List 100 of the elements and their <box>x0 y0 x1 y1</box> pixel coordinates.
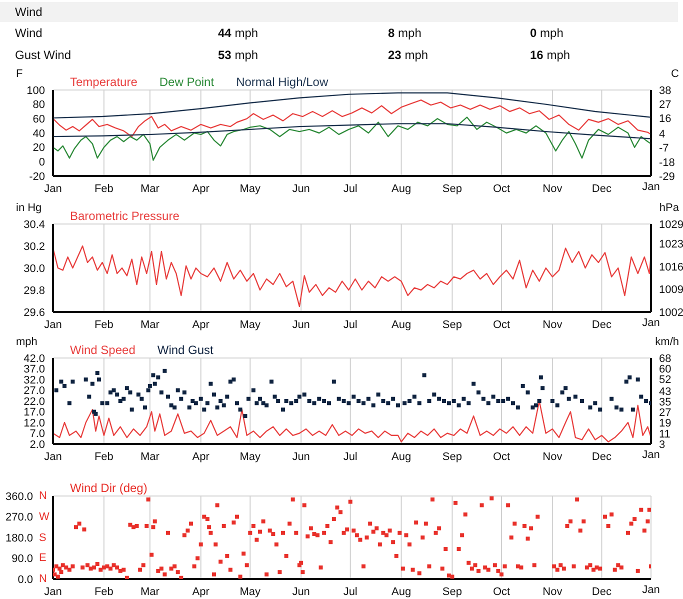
y2-tick-label: 1009 <box>659 284 683 296</box>
y-tick-label: 17.0 <box>24 406 45 419</box>
y-axis-title: in Hg <box>16 202 42 214</box>
x-tick-label: Mar <box>140 586 160 598</box>
x-tick-label: Aug <box>391 586 412 598</box>
y-tick-label: 22.0 <box>24 396 45 408</box>
series-label: Normal High/Low <box>236 75 328 89</box>
x-tick-label: Dec <box>592 450 612 463</box>
x-tick-label: Jul <box>343 586 358 598</box>
x-tick-label: Oct <box>492 586 510 598</box>
x-tick-label: Jan <box>44 318 62 331</box>
text: 0 mph <box>530 26 564 40</box>
x-tick-label: Jan <box>44 450 62 463</box>
y-tick-label: 12.0 <box>24 417 45 430</box>
y2-axis-title: km/h <box>655 336 679 348</box>
y2-tick-label: 3 <box>659 438 666 451</box>
text: Temperature <box>70 75 138 89</box>
x-tick-label: Nov <box>542 318 563 331</box>
x-tick-label: May <box>240 586 262 598</box>
x-tick-label: Feb <box>94 182 114 195</box>
x-tick-label: Jun <box>292 182 310 195</box>
line-series <box>53 245 651 308</box>
y-tick-label: 0.0 <box>18 574 33 586</box>
y2-tick-label: 68 <box>659 352 672 365</box>
y2-tick-label: 19 <box>659 418 672 430</box>
y2-tick-label: 16 <box>659 113 672 126</box>
y2-tick-label: -18 <box>659 156 675 169</box>
y-tick-label: 29.8 <box>24 284 45 297</box>
x-tick-label: Jul <box>343 450 358 463</box>
y-tick-label: 29.6 <box>24 306 45 319</box>
y-tick-label: 2.0 <box>30 438 45 451</box>
series-label: Wind Gust <box>157 343 214 357</box>
x-tick-label: Sep <box>442 586 462 598</box>
text: W <box>39 510 50 524</box>
text: N <box>39 572 47 586</box>
y-tick-label: 360.0 <box>5 490 33 503</box>
y2-tick-label: -29 <box>659 170 675 183</box>
line-series <box>53 92 651 119</box>
text: Wind <box>15 26 42 40</box>
text: Wind <box>0 2 678 22</box>
x-tick-label: Nov <box>542 586 563 598</box>
text: 44 mph <box>218 26 258 40</box>
y2-tick-label: 11 <box>659 428 670 440</box>
x-tick-label: Apr <box>192 182 210 195</box>
y-tick-label: 180.0 <box>5 532 33 544</box>
y2-tick-label: 52 <box>659 374 672 386</box>
text: 16 mph <box>530 48 570 62</box>
x-tick-label: Apr <box>192 318 210 331</box>
x-tick-label: Sep <box>442 450 462 463</box>
text: Wind Speed <box>70 343 136 357</box>
text: 8 mph <box>388 26 422 40</box>
line-series <box>53 400 651 442</box>
x-tick-label: Dec <box>592 182 612 195</box>
text: Gust Wind <box>15 48 72 62</box>
x-tick-label: Mar <box>140 450 160 463</box>
y-tick-label: 20 <box>32 142 45 154</box>
text: 53 mph <box>218 48 258 62</box>
x-tick-label: Apr <box>192 586 210 598</box>
y2-tick-label: 1002 <box>659 306 683 319</box>
y2-tick-label: 38 <box>659 84 672 97</box>
y2-tick-label: 4 <box>659 128 666 141</box>
x-tick-label: May <box>240 318 262 331</box>
y-tick-label: 30.4 <box>24 218 45 231</box>
y2-tick-label: 27 <box>659 99 672 112</box>
y2-axis-title: hPa <box>659 202 679 214</box>
y2-tick-label: 43 <box>659 386 672 398</box>
y-tick-label: 0 <box>38 156 45 169</box>
x-tick-label: Jun <box>292 318 310 331</box>
x-tick-label: Jan <box>44 182 62 195</box>
x-tick-label: Jul <box>343 318 358 331</box>
y-tick-label: 90.0 <box>12 553 33 566</box>
y-tick-label: 80 <box>32 99 45 112</box>
x-tick-label: Mar <box>140 318 160 331</box>
x-tick-label: Oct <box>492 450 510 463</box>
x-tick-label: Jan <box>44 586 62 598</box>
x-tick-label: Apr <box>192 450 210 463</box>
x-tick-label: Aug <box>391 450 412 463</box>
y2-tick-label: 35 <box>659 396 672 409</box>
x-tick-label: Feb <box>94 318 114 331</box>
text: Barometric Pressure <box>70 209 180 223</box>
y2-tick-label: 1029 <box>659 218 683 231</box>
y2-tick-label: 1023 <box>659 238 683 250</box>
y-tick-label: 60 <box>32 114 45 126</box>
x-tick-label: Dec <box>592 586 612 598</box>
y-tick-label: 42.0 <box>24 352 45 365</box>
x-tick-label: Jul <box>343 182 358 195</box>
text: N <box>39 489 47 503</box>
y-tick-label: 30.2 <box>24 240 45 253</box>
x-tick-label: Nov <box>542 182 563 195</box>
y-tick-label: 40 <box>32 128 45 140</box>
y-axis-title: mph <box>16 336 38 348</box>
x-tick-label: Aug <box>391 318 412 331</box>
y2-tick-label: 1016 <box>659 261 683 274</box>
y-tick-label: 100 <box>26 84 45 97</box>
x-tick-label: Dec <box>592 318 612 331</box>
y-tick-label: 37.0 <box>24 364 45 376</box>
x-tick-label: May <box>240 450 262 463</box>
y-tick-label: 270.0 <box>5 512 33 524</box>
x-tick-label: Mar <box>140 182 160 195</box>
y-tick-label: -20 <box>29 170 45 183</box>
